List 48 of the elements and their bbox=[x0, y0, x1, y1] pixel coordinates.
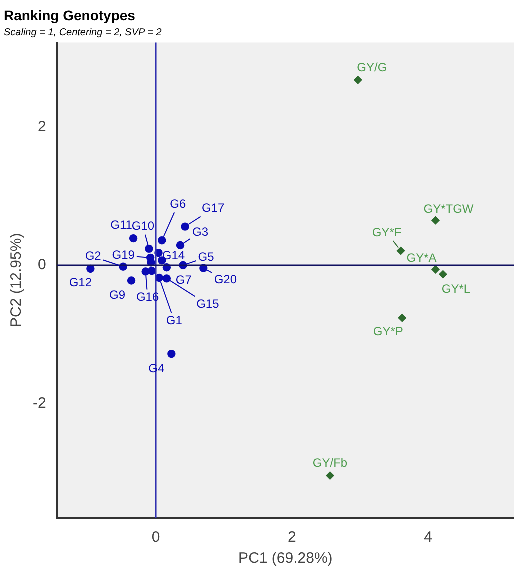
y-tick-label: 2 bbox=[38, 118, 46, 136]
data-label: GY*TGW bbox=[424, 202, 474, 216]
point bbox=[162, 274, 172, 283]
point bbox=[176, 241, 185, 250]
point bbox=[145, 244, 154, 254]
x-tick-label: 2 bbox=[288, 529, 296, 546]
data-label: G6 bbox=[170, 196, 186, 211]
data-label: G17 bbox=[202, 201, 225, 216]
point bbox=[326, 472, 334, 480]
point bbox=[432, 216, 440, 225]
data-label: G5 bbox=[198, 250, 215, 264]
point bbox=[181, 222, 190, 231]
data-label: G7 bbox=[176, 272, 192, 287]
data-label: G2 bbox=[85, 249, 102, 264]
data-label: GY/Fb bbox=[312, 456, 348, 470]
data-label: G14 bbox=[162, 248, 186, 262]
data-label: G10 bbox=[132, 219, 155, 234]
point bbox=[396, 246, 406, 256]
chart-subtitle: Scaling = 1, Centering = 2, SVP = 2 bbox=[4, 28, 162, 39]
data-label: G1 bbox=[166, 313, 183, 328]
x-tick-label: 0 bbox=[152, 529, 160, 546]
point bbox=[148, 266, 156, 276]
data-label: GY*A bbox=[406, 250, 437, 265]
data-label: GY*L bbox=[442, 282, 471, 296]
y-tick-label: -2 bbox=[32, 395, 46, 412]
y-tick-label: 0 bbox=[38, 256, 46, 274]
point bbox=[439, 270, 448, 279]
data-label: GY/G bbox=[357, 60, 388, 74]
data-label: G15 bbox=[196, 296, 220, 311]
data-label: GY*F bbox=[372, 225, 402, 240]
y-axis-title: PC2 (12.95%) bbox=[8, 233, 26, 328]
data-label: G9 bbox=[110, 288, 126, 302]
data-label: G19 bbox=[112, 248, 136, 262]
point bbox=[129, 234, 138, 243]
data-label: G12 bbox=[69, 275, 92, 290]
chart-title: Ranking Genotypes bbox=[4, 7, 136, 24]
point bbox=[432, 266, 440, 274]
point bbox=[168, 350, 176, 358]
point bbox=[398, 314, 406, 322]
x-axis-title: PC1 (69.28%) bbox=[238, 550, 333, 568]
data-label: GY*P bbox=[373, 324, 404, 338]
point bbox=[354, 76, 362, 84]
data-label: G20 bbox=[214, 272, 238, 287]
point bbox=[127, 276, 136, 285]
data-label: G3 bbox=[192, 224, 209, 239]
x-tick-label: 4 bbox=[424, 529, 432, 546]
data-label: G11 bbox=[110, 218, 133, 232]
point bbox=[158, 236, 166, 245]
